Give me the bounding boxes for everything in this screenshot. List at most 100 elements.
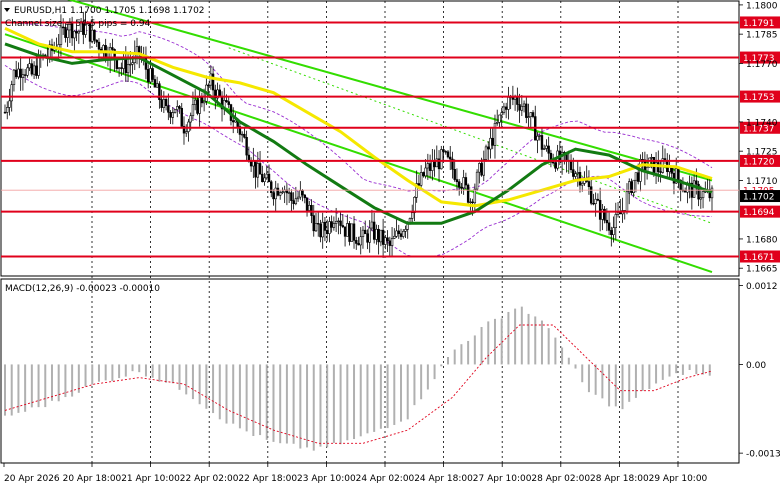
macd-bar bbox=[581, 364, 584, 383]
macd-bar bbox=[265, 364, 268, 440]
candle-body bbox=[480, 163, 483, 176]
macd-bar bbox=[601, 364, 604, 399]
candle-body bbox=[261, 173, 264, 183]
candle-body bbox=[675, 168, 678, 184]
macd-tick-label: 0.00 bbox=[746, 361, 766, 371]
candle-body bbox=[8, 100, 11, 108]
macd-bar bbox=[567, 357, 570, 365]
candle-body bbox=[66, 29, 69, 38]
candle-body bbox=[61, 26, 65, 29]
macd-bar bbox=[413, 364, 416, 406]
candle-body bbox=[6, 107, 9, 113]
candle-body bbox=[507, 97, 510, 110]
candle-body bbox=[677, 168, 680, 181]
time-label: 22 Apr 18:00 bbox=[238, 474, 297, 484]
macd-bar bbox=[178, 364, 181, 390]
macd-bar bbox=[661, 364, 664, 380]
candle-body bbox=[368, 227, 371, 243]
channel-line-upper_a bbox=[67, 0, 713, 182]
candle-body bbox=[151, 68, 154, 80]
candle-body bbox=[498, 114, 501, 123]
candle-body bbox=[256, 163, 260, 178]
time-label: 21 Apr 10:00 bbox=[121, 474, 180, 484]
candle-body bbox=[325, 230, 329, 234]
candle-body bbox=[435, 158, 439, 168]
macd-bar bbox=[285, 364, 288, 444]
level-label: 1.1694 bbox=[743, 208, 775, 218]
candle-body bbox=[444, 151, 447, 153]
dropdown-triangle-icon[interactable] bbox=[4, 8, 10, 12]
macd-bar bbox=[406, 364, 409, 420]
price-tick-label: 1.1785 bbox=[746, 31, 778, 41]
macd-bar bbox=[326, 364, 329, 448]
candle-body bbox=[357, 243, 360, 246]
macd-bar bbox=[420, 364, 423, 400]
candle-body bbox=[397, 230, 400, 234]
macd-bar bbox=[628, 364, 631, 402]
macd-bar bbox=[641, 364, 644, 391]
level-label: 1.1791 bbox=[743, 19, 775, 29]
macd-bar bbox=[688, 364, 691, 371]
macd-bar bbox=[252, 364, 255, 436]
candle-body bbox=[496, 122, 499, 124]
macd-bar bbox=[124, 364, 127, 377]
macd-bar bbox=[393, 364, 396, 425]
level-label-bg bbox=[740, 121, 780, 134]
macd-bar bbox=[218, 364, 221, 420]
candle-body bbox=[390, 238, 394, 246]
candle-body bbox=[167, 105, 170, 113]
candle-body bbox=[576, 172, 579, 174]
candle-body bbox=[419, 172, 423, 186]
macd-bar bbox=[57, 364, 60, 402]
candle-body bbox=[211, 73, 215, 91]
candle-body bbox=[364, 229, 367, 235]
candle-body bbox=[317, 223, 320, 225]
macd-bar bbox=[30, 364, 33, 408]
macd-bar bbox=[547, 328, 550, 365]
macd-bar bbox=[540, 320, 543, 365]
candle-body bbox=[346, 223, 349, 237]
candle-body bbox=[272, 192, 275, 200]
macd-bar bbox=[77, 364, 80, 393]
macd-bar bbox=[433, 364, 436, 380]
candle-body bbox=[173, 109, 177, 113]
candle-body bbox=[77, 31, 81, 34]
candle-body bbox=[518, 104, 521, 111]
macd-bar bbox=[212, 364, 215, 414]
candle-body bbox=[473, 188, 477, 204]
channel-line-lower_a bbox=[4, 33, 713, 274]
candle-body bbox=[359, 236, 362, 246]
level-label: 1.1671 bbox=[743, 253, 775, 263]
candle-body bbox=[616, 212, 620, 215]
candle-body bbox=[547, 145, 550, 154]
candle-body bbox=[402, 230, 405, 237]
macd-bar bbox=[131, 364, 134, 372]
level-label: 1.1753 bbox=[743, 93, 775, 103]
macd-bar bbox=[708, 364, 711, 376]
candle-body bbox=[404, 229, 407, 232]
macd-bar bbox=[44, 364, 47, 408]
macd-bar bbox=[594, 364, 597, 395]
candle-body bbox=[178, 106, 181, 109]
candle-body bbox=[135, 46, 139, 54]
candle-body bbox=[487, 146, 490, 150]
candle-body bbox=[699, 197, 703, 200]
macd-bar bbox=[158, 364, 161, 382]
candle-body bbox=[377, 228, 380, 243]
candle-body bbox=[659, 171, 662, 173]
candle-body bbox=[601, 208, 604, 220]
candle-body bbox=[314, 223, 318, 232]
macd-bar bbox=[91, 364, 94, 385]
candle-body bbox=[26, 67, 29, 76]
candle-body bbox=[124, 58, 128, 74]
candle-body bbox=[303, 194, 307, 199]
candle-body bbox=[607, 222, 611, 231]
time-label: 23 Apr 10:00 bbox=[297, 474, 356, 484]
symbol-header: EURUSD,H1 1.1700 1.1705 1.1698 1.1702 bbox=[14, 6, 205, 16]
macd-bar bbox=[97, 364, 100, 382]
macd-bar bbox=[306, 364, 309, 448]
candle-body bbox=[522, 103, 526, 107]
candle-body bbox=[274, 187, 277, 200]
candle-body bbox=[464, 177, 468, 186]
candle-body bbox=[370, 221, 374, 229]
